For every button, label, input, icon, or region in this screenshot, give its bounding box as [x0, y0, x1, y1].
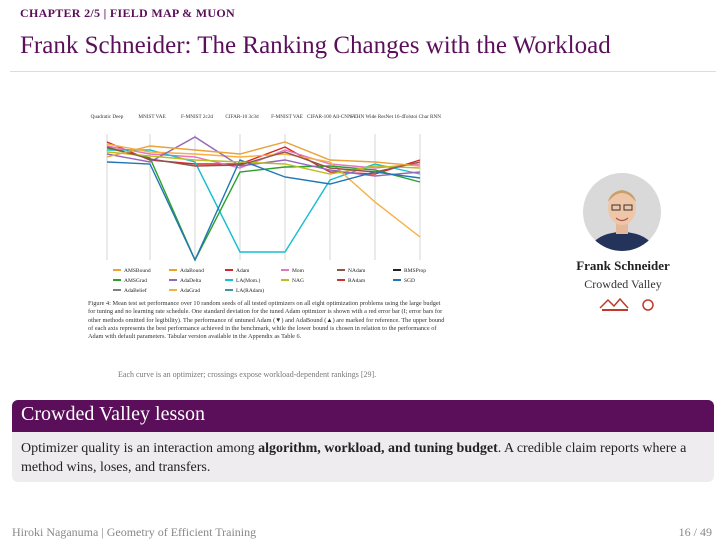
- curves: [106, 136, 421, 262]
- title-rule: [10, 71, 716, 72]
- legend-label: AdaGrad: [180, 288, 200, 294]
- legend-label: AdaDelta: [180, 278, 202, 284]
- legend: AMSBound AdaBound Adam Mom NAdam RMSProp AMSGr…: [113, 268, 426, 294]
- legend-label: LA(RAdam): [236, 287, 264, 294]
- legend-label: NAG: [292, 278, 304, 284]
- legend-label: SGD: [404, 278, 415, 284]
- figure-caption: Figure 4: Mean test set performance over…: [88, 300, 445, 341]
- axis-header: F-MNIST 2c2d: [181, 114, 213, 120]
- axes: [106, 134, 421, 260]
- axis-header: CIFAR-10 3c3d: [225, 114, 259, 120]
- logo: [599, 297, 654, 311]
- legend-label: RAdam: [348, 278, 366, 284]
- legend-label: RMSProp: [404, 268, 426, 274]
- axis-header: Quadratic Deep: [91, 114, 124, 120]
- legend-label: AMSBound: [124, 268, 151, 274]
- axis-header: Tolstoi Char RNN: [403, 114, 441, 120]
- axis-headers: Quadratic Deep MNIST VAE F-MNIST 2c2d CIFAR…: [91, 114, 442, 120]
- figure-note: Each curve is an optimizer; crossings ex…: [118, 370, 377, 379]
- person-name: Frank Schneider: [576, 258, 670, 273]
- lesson-header: Crowded Valley lesson: [12, 400, 714, 432]
- axis-header: MNIST VAE: [138, 114, 165, 120]
- legend-label: AdaBelief: [124, 287, 147, 294]
- axis-header: F-MNIST VAE: [271, 114, 303, 120]
- legend-label: AdaBound: [180, 268, 204, 274]
- lesson-box: Crowded Valley lesson Optimizer quality …: [12, 400, 714, 482]
- legend-label: AMSGrad: [124, 278, 147, 284]
- legend-label: Mom: [292, 268, 305, 274]
- portrait: [583, 173, 661, 251]
- legend-label: LA(Mom.): [236, 277, 260, 284]
- person-affiliation: Crowded Valley: [584, 277, 662, 291]
- lesson-title: Crowded Valley lesson: [21, 403, 206, 425]
- legend-label: NAdam: [348, 268, 366, 274]
- slide-title: Frank Schneider: The Ranking Changes wit…: [20, 32, 611, 59]
- axis-header: CIFAR-100 All-CNN-C: [307, 114, 357, 120]
- figure: Quadratic Deep MNIST VAE F-MNIST 2c2d CIFAR…: [91, 114, 442, 294]
- lesson-body: Optimizer quality is an interaction amon…: [21, 439, 701, 477]
- footer-left: Hiroki Naganuma | Geometry of Efficient …: [12, 525, 257, 539]
- text: . A credible claim reports where a metho…: [21, 441, 687, 475]
- text: Optimizer quality is an interaction amon…: [21, 441, 259, 456]
- emphasis: algorithm, workload, and tuning budget: [258, 441, 498, 456]
- legend-label: Adam: [236, 268, 250, 274]
- chapter-label: CHAPTER 2/5 | FIELD MAP & MUON: [20, 6, 235, 20]
- axis-header: SVHN Wide ResNet 16-4: [350, 114, 404, 120]
- page-number: 16 / 49: [678, 525, 712, 539]
